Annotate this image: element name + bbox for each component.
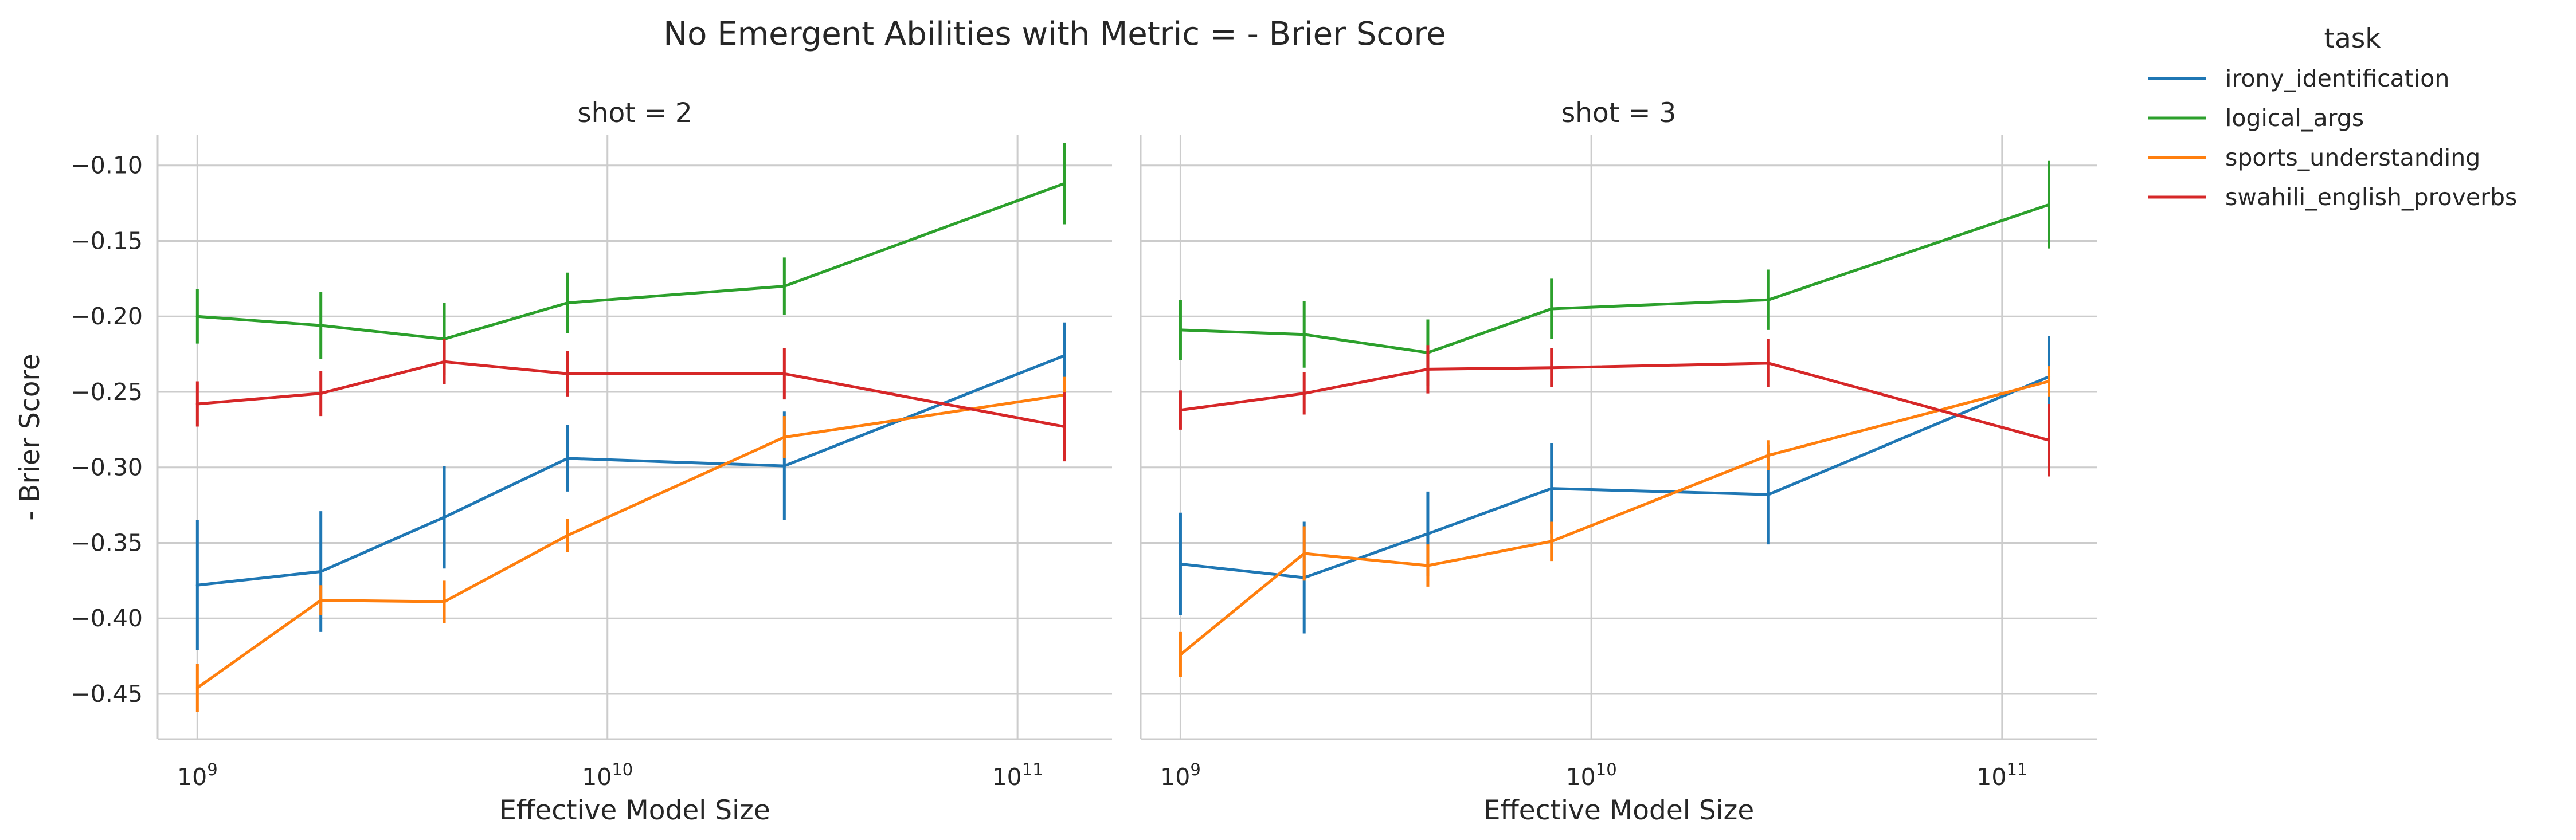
panel1-xtick-label-1: 1010 <box>1566 760 1617 791</box>
panel1-series-line-sports-understanding <box>1179 380 2050 656</box>
panel1-point-sports-understanding-4 <box>1767 454 1770 457</box>
legend-label-logical-args: logical_args <box>2225 104 2364 132</box>
panel1-point-swahili-english-proverbs-0 <box>1179 409 1182 412</box>
panel0-xtick-label-0: 109 <box>177 760 218 791</box>
legend-items: irony_identification logical_args sports_u… <box>2148 65 2517 211</box>
panel0-ytick-label-3: −0.30 <box>71 454 143 481</box>
panel1-point-logical-args-3 <box>1550 307 1553 311</box>
panel0-ytick-label-2: −0.35 <box>71 529 143 556</box>
panel0-point-logical-args-4 <box>782 285 786 288</box>
panel1-point-irony-identification-4 <box>1767 493 1770 496</box>
legend-label-irony-identification: irony_identification <box>2225 65 2449 92</box>
panel1-point-irony-identification-0 <box>1179 562 1182 566</box>
panel1-point-sports-understanding-5 <box>2048 380 2051 383</box>
panel-shot-2: shot = 2 109 1010 1011 −0.45 −0.40 −0.35 −0.30 −… <box>14 97 1112 826</box>
panel0-point-sports-understanding-4 <box>782 435 786 439</box>
panel0-point-irony-identification-5 <box>1063 354 1066 358</box>
panel0-xtick-label-2: 1011 <box>992 760 1043 791</box>
panel1-point-swahili-english-proverbs-2 <box>1426 367 1430 371</box>
panel0-ytick-label-6: −0.15 <box>71 227 143 254</box>
panel0-point-irony-identification-3 <box>566 457 569 460</box>
legend-label-sports-understanding: sports_understanding <box>2225 144 2480 171</box>
panel1-series-line-logical-args <box>1179 203 2050 354</box>
panel0-xlabel: Effective Model Size <box>499 795 770 826</box>
panel0-point-logical-args-0 <box>195 315 199 318</box>
panel0-point-irony-identification-2 <box>443 516 446 519</box>
panel0-point-sports-understanding-0 <box>195 686 199 689</box>
panel1-point-sports-understanding-0 <box>1179 653 1182 656</box>
panel0-point-swahili-english-proverbs-5 <box>1063 425 1066 429</box>
panel1-point-sports-understanding-2 <box>1426 564 1430 567</box>
panel0-ytick-label-0: −0.45 <box>71 680 143 708</box>
legend-label-swahili-english-proverbs: swahili_english_proverbs <box>2225 183 2517 211</box>
panel1-title: shot = 3 <box>1561 97 1677 129</box>
panel0-ytick-label-7: −0.10 <box>71 152 143 179</box>
panel0-point-swahili-english-proverbs-1 <box>319 392 323 395</box>
panel1-point-swahili-english-proverbs-1 <box>1302 392 1306 395</box>
panel0-point-irony-identification-4 <box>782 464 786 468</box>
panel0-series-line-logical-args <box>195 182 1066 341</box>
panel0-point-sports-understanding-3 <box>566 533 569 537</box>
panel0-ylabel: - Brier Score <box>14 354 46 520</box>
panel1-point-logical-args-0 <box>1179 328 1182 332</box>
panel0-series-line-irony-identification <box>195 354 1066 587</box>
panel1-series-line-swahili-english-proverbs <box>1179 362 2050 442</box>
panel0-point-logical-args-3 <box>566 301 569 304</box>
legend: task irony_identification logical_argsspo… <box>2148 23 2517 211</box>
panel1-point-swahili-english-proverbs-5 <box>2048 438 2051 442</box>
panel0-point-sports-understanding-1 <box>319 599 323 602</box>
panel0-series-line-swahili-english-proverbs <box>195 360 1066 429</box>
panel0-point-irony-identification-1 <box>319 570 323 574</box>
panel0-point-sports-understanding-2 <box>443 600 446 603</box>
panel-shot-3: shot = 3 109 1010 1011 Effective Model Size <box>1140 97 2097 826</box>
panel0-point-logical-args-1 <box>319 324 323 327</box>
panel1-point-logical-args-4 <box>1767 298 1770 301</box>
panel0-point-swahili-english-proverbs-3 <box>566 372 569 375</box>
panel0-point-swahili-english-proverbs-4 <box>782 372 786 375</box>
figure-title: No Emergent Abilities with Metric = - Br… <box>663 15 1446 53</box>
panel1-point-logical-args-1 <box>1302 333 1306 336</box>
panel0-title: shot = 2 <box>577 97 692 129</box>
panel1-xtick-label-2: 1011 <box>1976 760 2027 791</box>
panel1-point-swahili-english-proverbs-4 <box>1767 362 1770 365</box>
panel0-point-swahili-english-proverbs-0 <box>195 402 199 406</box>
panel0-series-line-sports-understanding <box>195 393 1066 689</box>
panel0-ytick-label-1: −0.40 <box>71 605 143 632</box>
panel1-point-logical-args-5 <box>2048 203 2051 206</box>
panel1-point-sports-understanding-1 <box>1302 552 1306 555</box>
legend-title: task <box>2324 23 2382 54</box>
panel0-point-logical-args-5 <box>1063 182 1066 185</box>
panel1-series-line-irony-identification <box>1179 375 2050 579</box>
panel1-point-irony-identification-2 <box>1426 532 1430 536</box>
panel1-xtick-label-0: 109 <box>1160 760 1201 791</box>
panel0-point-swahili-english-proverbs-2 <box>443 360 446 363</box>
panel1-point-irony-identification-3 <box>1550 487 1553 490</box>
panel1-point-sports-understanding-3 <box>1550 540 1553 543</box>
panel0-ytick-label-4: −0.25 <box>71 378 143 406</box>
panel0-point-irony-identification-0 <box>195 583 199 587</box>
panel0-ytick-label-5: −0.20 <box>71 303 143 330</box>
panel0-xtick-label-1: 1010 <box>582 760 633 791</box>
panel1-point-swahili-english-proverbs-3 <box>1550 366 1553 370</box>
panel1-xlabel: Effective Model Size <box>1483 795 1755 826</box>
